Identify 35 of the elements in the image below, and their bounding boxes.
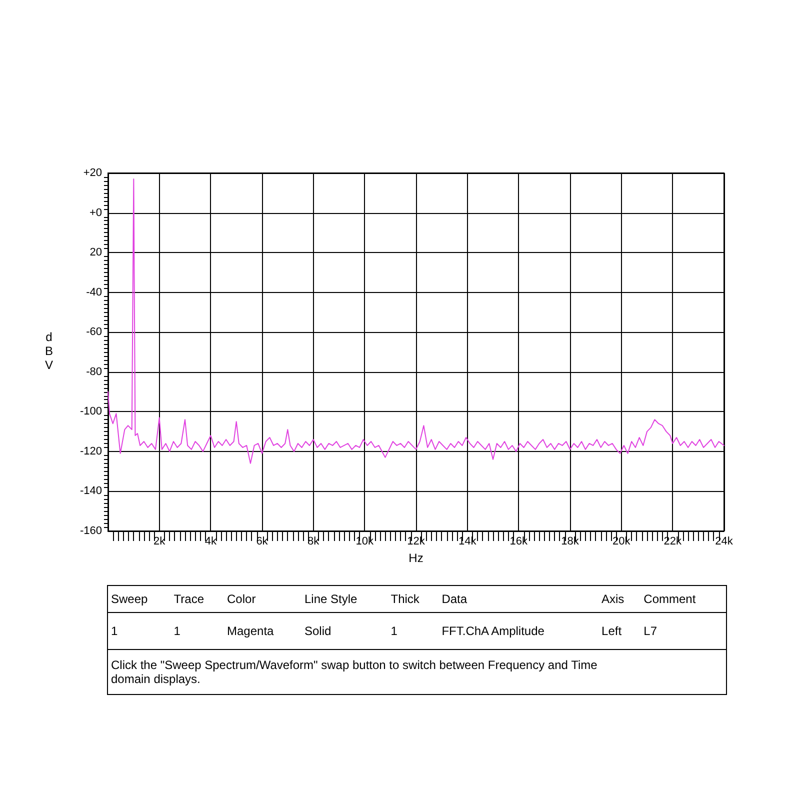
text: Sweep [108,586,171,612]
y-tick-label: -160 [80,525,102,537]
y-tick-label: -120 [80,445,102,458]
text: Left [598,612,641,650]
y-tick-label: +20 [83,167,102,179]
text: FFT.ChA Amplitude [438,612,599,650]
x-tick-label: 4k [204,536,217,548]
x-tick-label: 22k [664,536,682,548]
y-tick-label: -40 [86,286,102,298]
text: Color [224,586,302,612]
x-tick-label: 18k [561,536,580,548]
x-tick-label: 12k [407,536,426,548]
y-tick-label: -80 [86,366,102,378]
text: Trace [170,586,224,612]
text: L7 [640,612,726,650]
text: Click the "Sweep Spectrum/Waveform" swap button to switch between Frequency and Time domain displays. [110,657,598,688]
line-series [108,178,724,464]
text: Comment [640,586,726,612]
x-tick-label: 2k [154,536,166,548]
y-tick-label: +0 [89,206,102,219]
text: Thick [388,586,439,612]
y-tick-label: -60 [86,326,102,338]
text: Solid [301,612,388,650]
text: Magenta [224,612,302,650]
text: 1 [388,612,439,650]
y-tick-label: -140 [80,485,102,498]
y-tick-label: -100 [80,406,102,418]
text: Axis [598,586,641,612]
y-tick-label: 20 [90,246,102,259]
y-axis-title: dBV [44,330,54,372]
text: 1 [108,612,171,650]
text: Data [438,586,599,612]
text: 1 [170,612,224,650]
text: Line Style [301,586,388,612]
x-axis-title: Hz [408,550,424,565]
